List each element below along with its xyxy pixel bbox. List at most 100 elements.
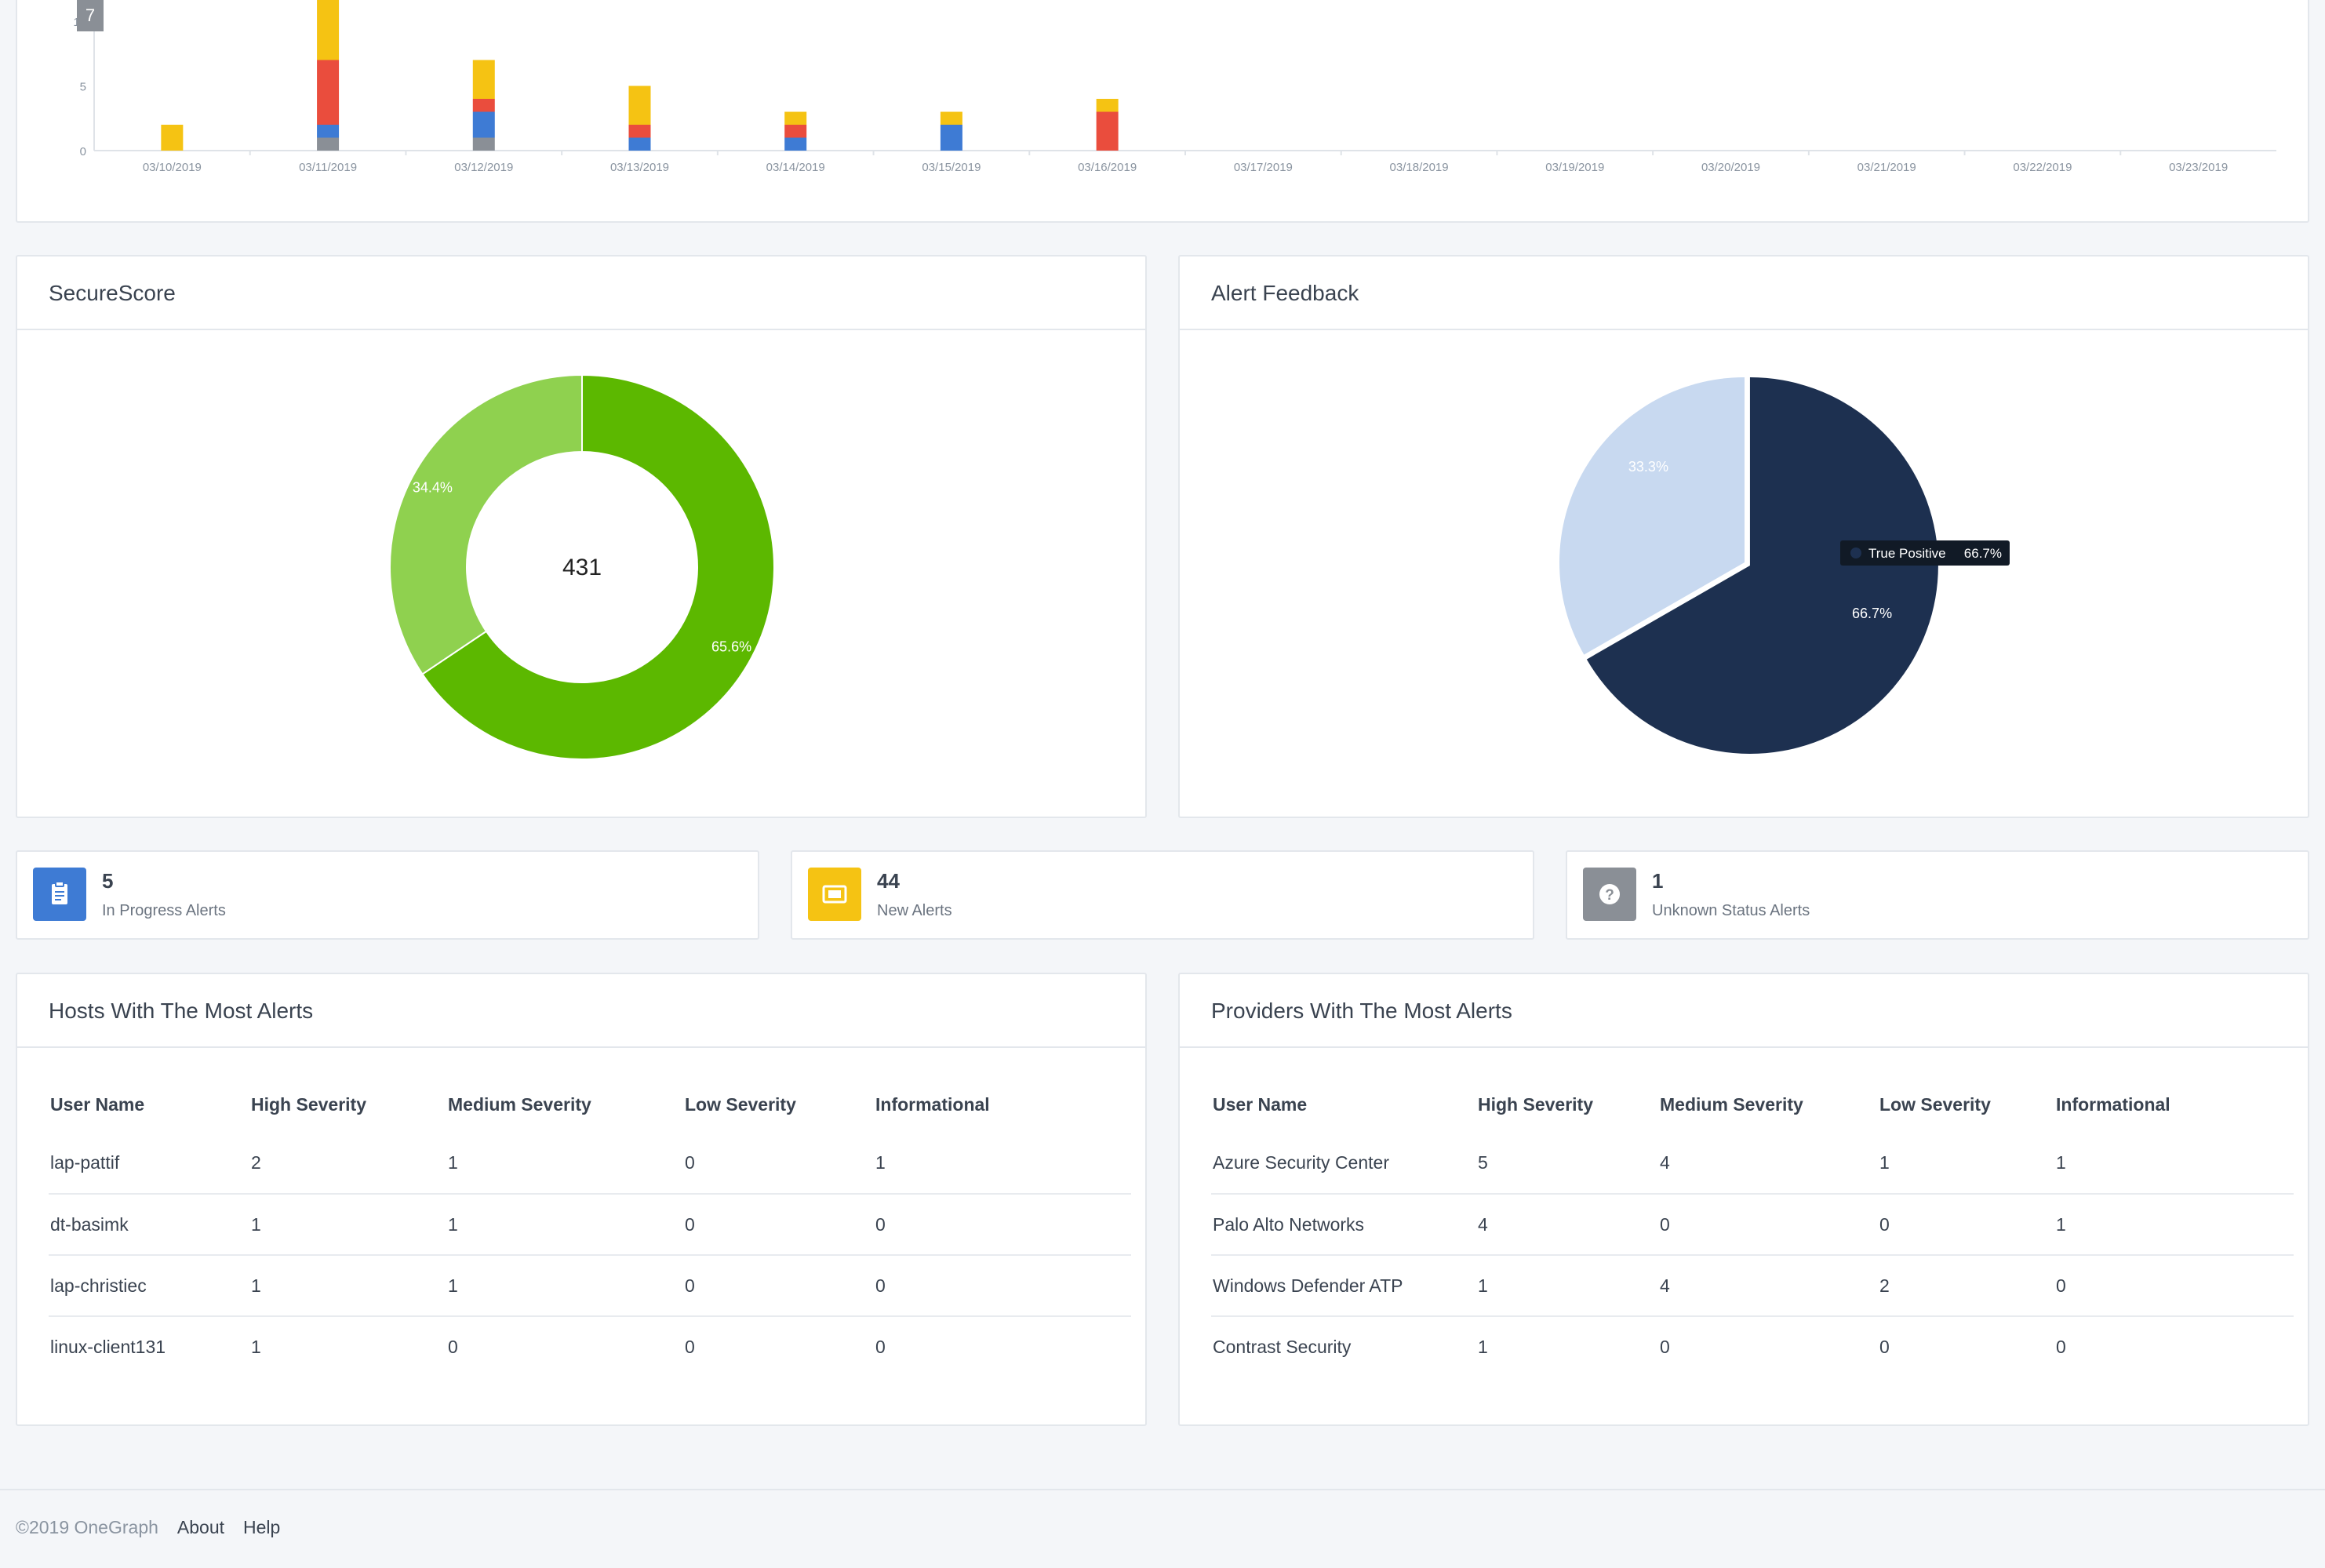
- table-cell: 0: [1660, 1337, 1670, 1357]
- card-header: Providers With The Most Alerts: [1180, 974, 2308, 1048]
- bar-segment[interactable]: [784, 137, 807, 151]
- tooltip-swatch: [1850, 548, 1861, 558]
- svg-text:?: ?: [1605, 887, 1614, 904]
- table-cell: 4: [1658, 1133, 1878, 1195]
- stat-card-new-alerts[interactable]: 44 New Alerts: [791, 850, 1534, 940]
- table-cell: 1: [874, 1133, 1131, 1195]
- alerts-timeline-card: 051003/10/201903/11/201903/12/201903/13/…: [16, 0, 2309, 223]
- clipboard-icon: [33, 868, 86, 921]
- stat-card-unknown-status[interactable]: ? 1 Unknown Status Alerts: [1566, 850, 2309, 940]
- table-cell: 0: [683, 1255, 874, 1317]
- column-header[interactable]: Informational: [875, 1093, 990, 1115]
- bar-segment[interactable]: [472, 60, 495, 100]
- x-tick-label: 03/23/2019: [2169, 161, 2228, 174]
- stat-label: In Progress Alerts: [102, 902, 226, 919]
- tooltip-label: True Positive: [1868, 546, 1946, 561]
- bar-segment[interactable]: [628, 125, 651, 138]
- table-cell: 0: [683, 1133, 874, 1195]
- x-tick-label: 03/20/2019: [1701, 161, 1760, 174]
- table-cell: 0: [2054, 1255, 2294, 1317]
- x-tick-label: 03/14/2019: [766, 161, 825, 174]
- bar-segment[interactable]: [472, 99, 495, 112]
- column-header[interactable]: Medium Severity: [448, 1093, 591, 1115]
- table-row[interactable]: lap-pattif 2 1 0 1: [49, 1133, 1131, 1195]
- bar-segment[interactable]: [317, 60, 340, 126]
- column-header[interactable]: High Severity: [1478, 1093, 1593, 1115]
- table-cell: 1: [1476, 1255, 1658, 1317]
- table-cell: Contrast Security: [1213, 1337, 1352, 1357]
- securescore-title: SecureScore: [49, 281, 176, 305]
- table-cell: 0: [683, 1194, 874, 1256]
- bar-segment[interactable]: [784, 111, 807, 126]
- table-row[interactable]: Azure Security Center 5 4 1 1: [1211, 1133, 2294, 1195]
- column-header[interactable]: Low Severity: [685, 1093, 796, 1115]
- table-cell: 1: [251, 1337, 261, 1357]
- bar-segment[interactable]: [472, 111, 495, 138]
- bar-segment[interactable]: [784, 125, 807, 138]
- table-row[interactable]: Contrast Security 1 0 0 0: [1211, 1316, 2294, 1377]
- question-icon: ?: [1583, 868, 1636, 921]
- help-link[interactable]: Help: [243, 1517, 281, 1537]
- table-cell: 0: [448, 1337, 458, 1357]
- table-row[interactable]: Windows Defender ATP 1 4 2 0: [1211, 1255, 2294, 1317]
- x-tick-label: 03/10/2019: [143, 161, 202, 174]
- footer: ©2019 OneGraph About Help: [16, 1517, 280, 1538]
- alert-feedback-pie-chart: 66.7% 33.3% True Positive 66.7%: [1559, 377, 2010, 755]
- column-header[interactable]: Medium Severity: [1660, 1093, 1803, 1115]
- bar-segment[interactable]: [317, 125, 340, 138]
- securescore-center-value: 431: [562, 555, 602, 580]
- stat-card-in-progress[interactable]: 5 In Progress Alerts: [16, 850, 759, 940]
- table-cell: dt-basimk: [49, 1194, 249, 1256]
- donut-slice[interactable]: [421, 373, 775, 760]
- stat-label: Unknown Status Alerts: [1652, 902, 1810, 919]
- slice-label: 34.4%: [413, 479, 453, 495]
- x-tick-label: 03/18/2019: [1390, 161, 1449, 174]
- table-cell: 1: [1878, 1133, 2054, 1195]
- table-cell: linux-client131: [50, 1337, 166, 1357]
- bar-segment[interactable]: [161, 125, 184, 151]
- column-header[interactable]: High Severity: [251, 1093, 366, 1115]
- alert-feedback-card: Alert Feedback 66.7% 33.3% True Positive 66…: [1178, 255, 2309, 1021]
- stat-value: 44: [877, 869, 900, 893]
- footer-divider: [0, 1489, 2325, 1490]
- slice-label: 65.6%: [711, 639, 751, 655]
- bar-segment[interactable]: [628, 137, 651, 151]
- tooltip-value: 66.7%: [1964, 546, 2002, 561]
- bar-segment[interactable]: [317, 137, 340, 151]
- table-cell: 0: [874, 1194, 1131, 1256]
- x-tick-label: 03/13/2019: [610, 161, 669, 174]
- table-cell: 4: [1476, 1194, 1658, 1256]
- column-header[interactable]: User Name: [1213, 1093, 1308, 1115]
- x-tick-label: 03/19/2019: [1545, 161, 1604, 174]
- table-row[interactable]: Palo Alto Networks 4 0 0 1: [1211, 1194, 2294, 1256]
- bar-segment[interactable]: [940, 111, 962, 126]
- bar-segment[interactable]: [940, 125, 962, 151]
- bar-segment[interactable]: [317, 0, 340, 60]
- pie-slice[interactable]: [1559, 377, 1745, 655]
- hover-value: 7: [85, 5, 96, 25]
- pie-slice[interactable]: [1586, 377, 1938, 755]
- card-header: Alert Feedback: [1180, 256, 2308, 330]
- column-header[interactable]: User Name: [50, 1093, 145, 1115]
- table-cell: 5: [1476, 1133, 1658, 1195]
- table-cell: 2: [1878, 1255, 2054, 1317]
- table-cell: 0: [1879, 1337, 1890, 1357]
- hover-value-badge: 7: [77, 0, 104, 31]
- table-row[interactable]: linux-client131 1 0 0 0: [49, 1316, 1131, 1377]
- stat-value: 1: [1652, 869, 1664, 893]
- table-row[interactable]: lap-christiec 1 1 0 0: [49, 1255, 1131, 1317]
- providers-table: User Name High Severity Medium Severity …: [1211, 1076, 2294, 1377]
- table-row[interactable]: dt-basimk 1 1 0 0: [49, 1194, 1131, 1256]
- table-cell: 0: [1878, 1194, 2054, 1256]
- bar-segment[interactable]: [1096, 99, 1119, 112]
- bar-segment[interactable]: [1096, 111, 1119, 151]
- table-cell: 1: [446, 1194, 683, 1256]
- chart-tooltip: True Positive 66.7%: [1840, 540, 2010, 566]
- column-header[interactable]: Informational: [2056, 1093, 2170, 1115]
- donut-slice[interactable]: [389, 373, 583, 675]
- bar-segment[interactable]: [472, 137, 495, 151]
- bar-segment[interactable]: [628, 85, 651, 126]
- about-link[interactable]: About: [176, 1517, 225, 1537]
- slice-label: 66.7%: [1852, 606, 1892, 621]
- column-header[interactable]: Low Severity: [1879, 1093, 1991, 1115]
